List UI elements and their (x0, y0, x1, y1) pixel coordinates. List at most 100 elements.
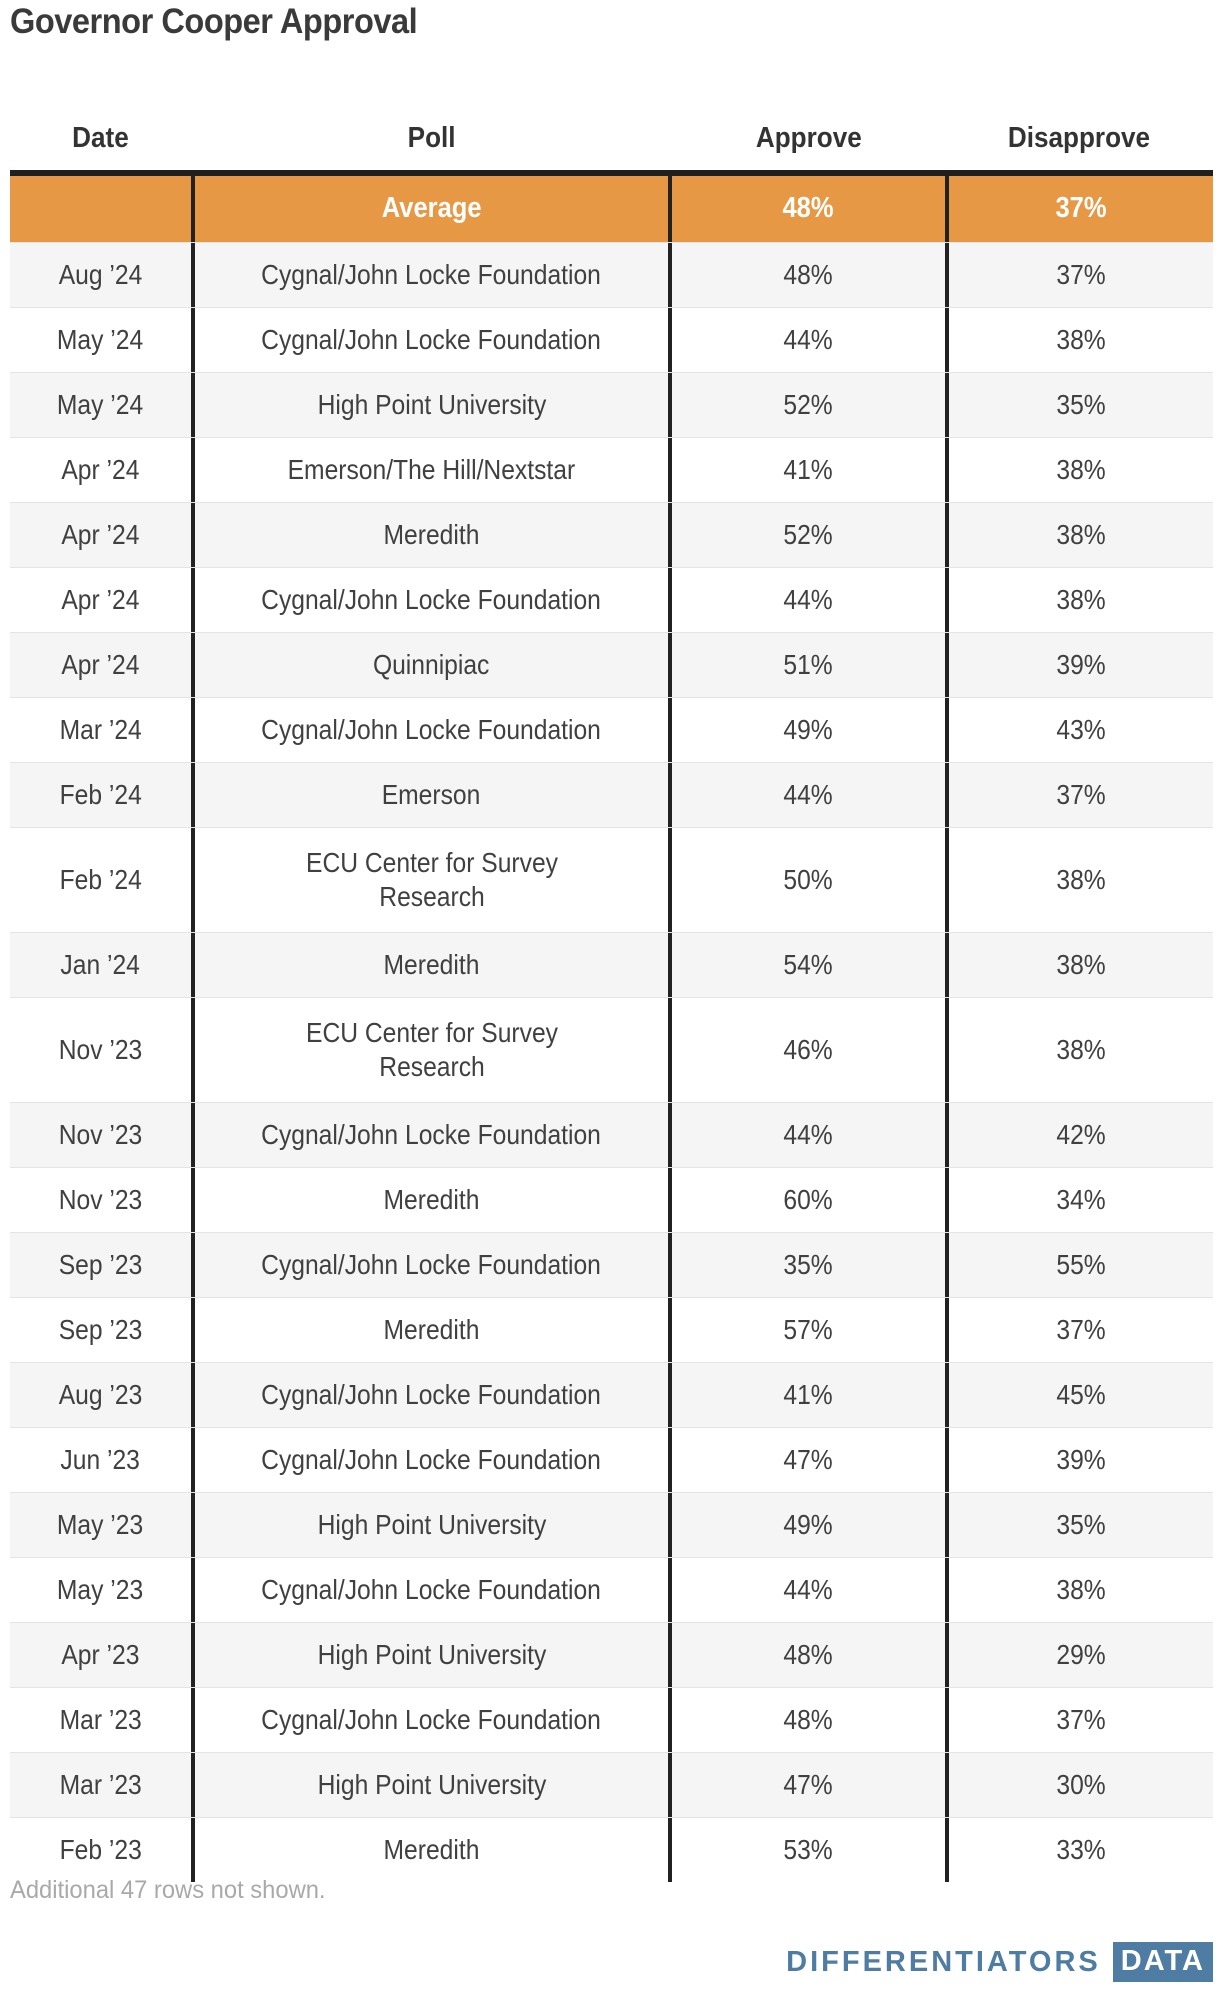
cell-poll: Cygnal/John Locke Foundation (191, 243, 672, 307)
table-row: Apr ’24 Meredith 52% 38% (10, 502, 1213, 567)
cell-date: Apr ’24 (61, 453, 140, 485)
cell-poll: Emerson (191, 763, 672, 827)
cell-disapprove: 38% (945, 568, 1213, 632)
cell-disapprove: 37% (945, 243, 1213, 307)
cell-approve: 48% (783, 1703, 834, 1735)
cell-disapprove: 43% (945, 698, 1213, 762)
cell-date: May ’24 (57, 388, 144, 420)
cell-date: Mar ’23 (59, 1703, 142, 1735)
cell-approve: 46% (783, 1033, 834, 1065)
cell-date: Apr ’24 (61, 518, 140, 550)
cell-disapprove: 38% (945, 828, 1213, 932)
cell-poll: High Point University (191, 1493, 672, 1557)
table-row: Mar ’24 Cygnal/John Locke Foundation 49% 43… (10, 697, 1213, 762)
cell-disapprove: 42% (945, 1103, 1213, 1167)
data-table: Average 48% 37% Aug ’24 Cygnal/John Locke Fo… (10, 170, 1213, 1882)
cell-poll: ECU Center for Survey Research (191, 998, 672, 1102)
cell-disapprove: 38% (945, 438, 1213, 502)
table-row: Apr ’24 Emerson/The Hill/Nextstar 41% 38% (10, 437, 1213, 502)
table-row: Mar ’23 Cygnal/John Locke Foundation 48% 37… (10, 1687, 1213, 1752)
table-row: Nov ’23 Cygnal/John Locke Foundation 44% 42… (10, 1102, 1213, 1167)
table-row: Feb ’24 ECU Center for Survey Research 50%… (10, 827, 1213, 932)
cell-disapprove: 37% (945, 1688, 1213, 1752)
cell-poll: Meredith (191, 1168, 672, 1232)
cell-disapprove: 37% (945, 1298, 1213, 1362)
cell-disapprove: 38% (945, 998, 1213, 1102)
cell-date: Sep ’23 (58, 1248, 143, 1280)
cell-approve: 44% (783, 1573, 834, 1605)
cell-poll: Cygnal/John Locke Foundation (191, 1103, 672, 1167)
cell-approve: 48% (783, 258, 834, 290)
cell-approve: 52% (783, 518, 834, 550)
column-header-date: Date (72, 121, 129, 154)
cell-poll: Cygnal/John Locke Foundation (191, 568, 672, 632)
table-row: Feb ’24 Emerson 44% 37% (10, 762, 1213, 827)
column-header-approve: Approve (755, 121, 862, 154)
brand-wordmark: DIFFERENTIATORS (786, 1945, 1101, 1978)
cell-poll: ECU Center for Survey Research (191, 828, 672, 932)
cell-date: Nov ’23 (58, 1118, 143, 1150)
cell-disapprove: 55% (945, 1233, 1213, 1297)
cell-date: May ’23 (57, 1508, 144, 1540)
cell-disapprove: 39% (945, 633, 1213, 697)
cell-poll: High Point University (191, 373, 672, 437)
cell-poll: Meredith (191, 1298, 672, 1362)
table-row: Aug ’23 Cygnal/John Locke Foundation 41% 45… (10, 1362, 1213, 1427)
cell-date: Mar ’24 (59, 713, 142, 745)
average-row: Average 48% 37% (10, 176, 1213, 242)
cell-poll: Emerson/The Hill/Nextstar (191, 438, 672, 502)
cell-approve: 50% (783, 863, 834, 895)
cell-date: May ’24 (57, 323, 144, 355)
cell-disapprove: 38% (945, 933, 1213, 997)
cell-disapprove: 35% (945, 1493, 1213, 1557)
cell-disapprove: 30% (945, 1753, 1213, 1817)
cell-approve: 44% (783, 1118, 834, 1150)
cell-date: Feb ’24 (59, 778, 142, 810)
brand-badge-data: DATA (1112, 1942, 1213, 1982)
cell-poll: Cygnal/John Locke Foundation (191, 308, 672, 372)
cell-date: Mar ’23 (59, 1768, 142, 1800)
cell-disapprove: 37% (945, 763, 1213, 827)
cell-poll: Quinnipiac (191, 633, 672, 697)
cell-date: Aug ’24 (58, 258, 143, 290)
cell-approve: 52% (783, 388, 834, 420)
cell-poll: Meredith (191, 1818, 672, 1882)
cell-approve: 44% (783, 323, 834, 355)
cell-poll: Cygnal/John Locke Foundation (191, 698, 672, 762)
table-row: Jun ’23 Cygnal/John Locke Foundation 47% 39… (10, 1427, 1213, 1492)
cell-date (10, 176, 191, 242)
table-row: Nov ’23 ECU Center for Survey Research 46%… (10, 997, 1213, 1102)
column-header-row: Date Poll Approve Disapprove (10, 112, 1213, 164)
cell-disapprove: 38% (945, 1558, 1213, 1622)
cell-approve: 44% (783, 583, 834, 615)
cell-disapprove: 38% (945, 308, 1213, 372)
table-row: Apr ’24 Cygnal/John Locke Foundation 44% 38… (10, 567, 1213, 632)
cell-poll: Meredith (191, 503, 672, 567)
cell-date: Sep ’23 (58, 1313, 143, 1345)
cell-poll: Average (191, 176, 672, 242)
table-row: Apr ’24 Quinnipiac 51% 39% (10, 632, 1213, 697)
cell-approve: 35% (783, 1248, 834, 1280)
brand-logo: DIFFERENTIATORS DATA (786, 1942, 1213, 1982)
cell-poll: High Point University (191, 1753, 672, 1817)
table-row: May ’24 High Point University 52% 35% (10, 372, 1213, 437)
cell-date: Apr ’24 (61, 583, 140, 615)
cell-approve: 48% (782, 192, 835, 225)
cell-date: Nov ’23 (58, 1183, 143, 1215)
cell-approve: 41% (783, 453, 834, 485)
cell-poll: Meredith (191, 933, 672, 997)
cell-date: Nov ’23 (58, 1033, 143, 1065)
cell-disapprove: 33% (945, 1818, 1213, 1882)
cell-approve: 49% (783, 713, 834, 745)
cell-date: Aug ’23 (58, 1378, 143, 1410)
cell-poll: Cygnal/John Locke Foundation (191, 1688, 672, 1752)
cell-disapprove: 38% (945, 503, 1213, 567)
cell-disapprove: 37% (945, 176, 1213, 242)
table-row: Sep ’23 Meredith 57% 37% (10, 1297, 1213, 1362)
cell-approve: 48% (783, 1638, 834, 1670)
cell-date: Jan ’24 (60, 948, 141, 980)
page-title: Governor Cooper Approval (10, 2, 418, 41)
cell-disapprove: 35% (945, 373, 1213, 437)
cell-approve: 44% (783, 778, 834, 810)
